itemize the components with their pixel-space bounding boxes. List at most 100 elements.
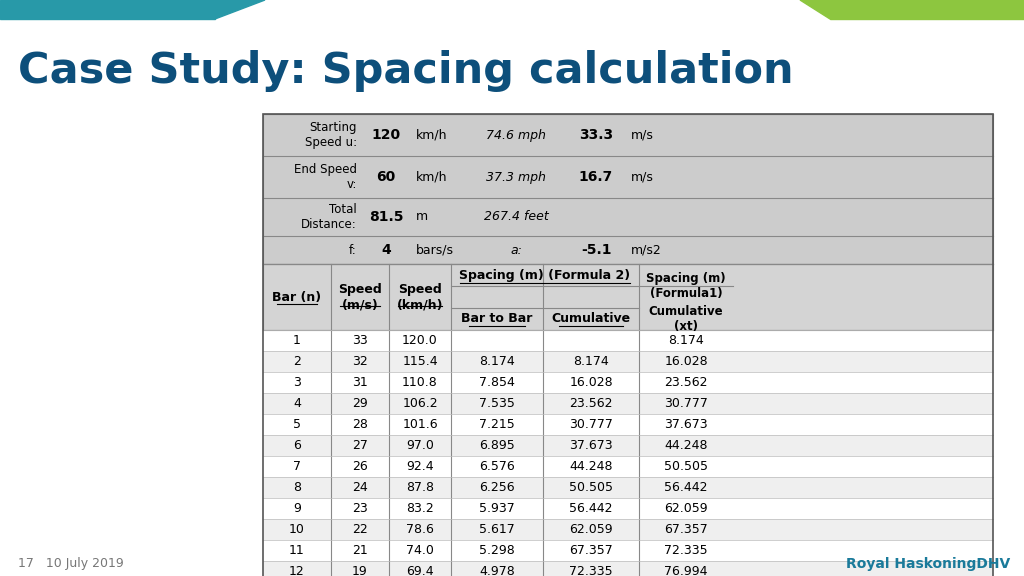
Text: 120.0: 120.0 xyxy=(402,334,438,347)
Text: a:: a: xyxy=(510,244,522,256)
Bar xyxy=(263,393,993,414)
Text: 67.357: 67.357 xyxy=(569,544,613,557)
Text: 33: 33 xyxy=(352,334,368,347)
Text: 81.5: 81.5 xyxy=(369,210,403,224)
Text: 24: 24 xyxy=(352,481,368,494)
Text: 101.6: 101.6 xyxy=(402,418,438,431)
Text: Starting
Speed u:: Starting Speed u: xyxy=(305,121,357,149)
Bar xyxy=(263,264,993,330)
Text: 87.8: 87.8 xyxy=(406,481,434,494)
Text: Total
Distance:: Total Distance: xyxy=(301,203,357,231)
Text: 83.2: 83.2 xyxy=(407,502,434,515)
Polygon shape xyxy=(800,0,830,19)
Text: 5.937: 5.937 xyxy=(479,502,515,515)
Bar xyxy=(263,561,993,576)
Text: 8.174: 8.174 xyxy=(668,334,703,347)
Text: End Speed
v:: End Speed v: xyxy=(294,163,357,191)
Text: 32: 32 xyxy=(352,355,368,368)
Text: 12: 12 xyxy=(289,565,305,576)
Text: m/s: m/s xyxy=(631,128,654,142)
Bar xyxy=(263,435,993,456)
Text: 23: 23 xyxy=(352,502,368,515)
Text: 4: 4 xyxy=(381,243,391,257)
Text: km/h: km/h xyxy=(416,128,447,142)
Text: 110.8: 110.8 xyxy=(402,376,438,389)
Text: Speed
(m/s): Speed (m/s) xyxy=(338,283,382,311)
Text: 6.576: 6.576 xyxy=(479,460,515,473)
Text: 27: 27 xyxy=(352,439,368,452)
Text: Spacing (m)
(Formula1): Spacing (m) (Formula1) xyxy=(646,272,726,300)
Text: 50.505: 50.505 xyxy=(569,481,613,494)
Text: 267.4 feet: 267.4 feet xyxy=(483,210,549,223)
Text: 6.256: 6.256 xyxy=(479,481,515,494)
Text: 97.0: 97.0 xyxy=(407,439,434,452)
Text: 17   10 July 2019: 17 10 July 2019 xyxy=(18,558,124,570)
Bar xyxy=(263,351,993,372)
Text: 7.854: 7.854 xyxy=(479,376,515,389)
Text: 74.0: 74.0 xyxy=(407,544,434,557)
Text: 92.4: 92.4 xyxy=(407,460,434,473)
Text: 69.4: 69.4 xyxy=(407,565,434,576)
Bar xyxy=(263,114,993,264)
Bar xyxy=(0,0,215,19)
Bar xyxy=(263,498,993,519)
Bar xyxy=(263,114,993,576)
Text: 44.248: 44.248 xyxy=(569,460,612,473)
Text: 10: 10 xyxy=(289,523,305,536)
Text: 5: 5 xyxy=(293,418,301,431)
Text: 5.298: 5.298 xyxy=(479,544,515,557)
Bar xyxy=(263,330,993,351)
Text: 31: 31 xyxy=(352,376,368,389)
Text: Bar (n): Bar (n) xyxy=(272,290,322,304)
Text: 74.6 mph: 74.6 mph xyxy=(486,128,546,142)
Text: 7.535: 7.535 xyxy=(479,397,515,410)
Text: 72.335: 72.335 xyxy=(665,544,708,557)
Text: km/h: km/h xyxy=(416,170,447,184)
Text: 37.673: 37.673 xyxy=(665,418,708,431)
Text: 106.2: 106.2 xyxy=(402,397,438,410)
Bar xyxy=(263,456,993,477)
Text: 28: 28 xyxy=(352,418,368,431)
Text: 4.978: 4.978 xyxy=(479,565,515,576)
Text: Spacing (m) (Formula 2): Spacing (m) (Formula 2) xyxy=(460,268,631,282)
Bar xyxy=(263,477,993,498)
Text: Speed
(km/h): Speed (km/h) xyxy=(396,283,443,311)
Text: Case Study: Spacing calculation: Case Study: Spacing calculation xyxy=(18,50,794,92)
Text: -5.1: -5.1 xyxy=(581,243,611,257)
Text: m: m xyxy=(416,210,428,223)
Text: 56.442: 56.442 xyxy=(665,481,708,494)
Text: 56.442: 56.442 xyxy=(569,502,612,515)
Text: bars/s: bars/s xyxy=(416,244,454,256)
Text: 16.028: 16.028 xyxy=(665,355,708,368)
Text: 9: 9 xyxy=(293,502,301,515)
Text: 115.4: 115.4 xyxy=(402,355,438,368)
Text: m/s: m/s xyxy=(631,170,654,184)
Text: 7.215: 7.215 xyxy=(479,418,515,431)
Bar xyxy=(263,414,993,435)
Bar xyxy=(263,540,993,561)
Text: 8: 8 xyxy=(293,481,301,494)
Text: 30.777: 30.777 xyxy=(569,418,613,431)
Text: 37.673: 37.673 xyxy=(569,439,612,452)
Text: 37.3 mph: 37.3 mph xyxy=(486,170,546,184)
Text: 67.357: 67.357 xyxy=(665,523,708,536)
Text: 3: 3 xyxy=(293,376,301,389)
Text: 8.174: 8.174 xyxy=(573,355,609,368)
Text: 7: 7 xyxy=(293,460,301,473)
Text: 11: 11 xyxy=(289,544,305,557)
Text: 33.3: 33.3 xyxy=(579,128,613,142)
Text: 8.174: 8.174 xyxy=(479,355,515,368)
Text: Cumulative: Cumulative xyxy=(552,313,631,325)
Text: 76.994: 76.994 xyxy=(665,565,708,576)
Text: Cumulative
(xt): Cumulative (xt) xyxy=(648,305,723,333)
Text: 23.562: 23.562 xyxy=(569,397,612,410)
Bar xyxy=(263,372,993,393)
Text: 44.248: 44.248 xyxy=(665,439,708,452)
Text: 22: 22 xyxy=(352,523,368,536)
Text: 78.6: 78.6 xyxy=(407,523,434,536)
Bar xyxy=(830,0,1024,19)
Text: Bar to Bar: Bar to Bar xyxy=(462,313,532,325)
Text: 19: 19 xyxy=(352,565,368,576)
Bar xyxy=(263,519,993,540)
Text: f:: f: xyxy=(349,244,357,256)
